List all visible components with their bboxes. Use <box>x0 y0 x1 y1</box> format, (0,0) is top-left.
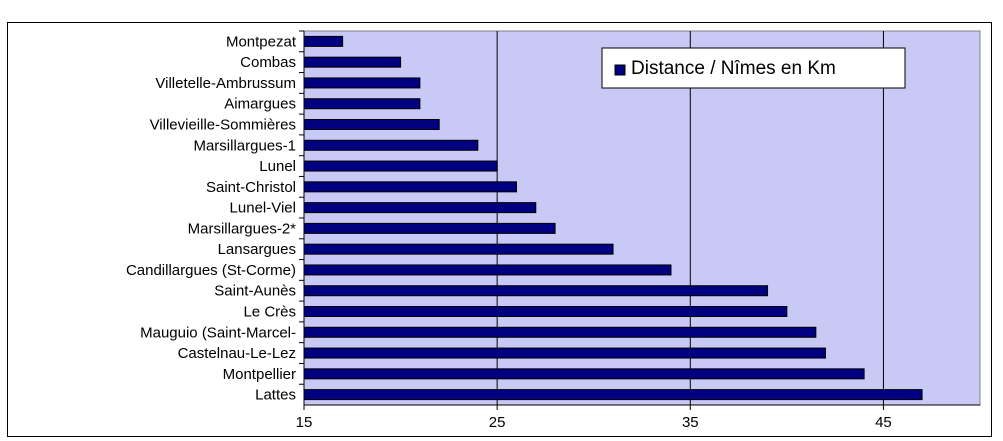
category-label: Lunel-Viel <box>230 200 296 217</box>
category-label: Combas <box>240 54 296 71</box>
bar <box>303 264 672 276</box>
x-tick-label: 45 <box>875 414 892 431</box>
category-label: Saint-Aunès <box>214 283 296 300</box>
legend-box <box>601 47 906 89</box>
x-tick-label: 25 <box>489 414 506 431</box>
category-label: Lattes <box>255 387 296 404</box>
bar-chart: Montpezat Combas Villetelle-Ambrussum Aimar… <box>126 30 981 431</box>
bar <box>303 139 479 151</box>
chart-frame: Montpezat Combas Villetelle-Ambrussum Aimar… <box>7 22 992 437</box>
x-tick-label: 15 <box>296 414 313 431</box>
category-label: Villevieille-Sommières <box>150 117 296 134</box>
bar <box>303 98 421 110</box>
bar <box>303 243 614 255</box>
bar <box>303 77 421 89</box>
bar <box>303 368 865 380</box>
plot-area <box>303 30 981 406</box>
bar <box>303 160 498 172</box>
category-label: Villetelle-Ambrussum <box>155 75 296 92</box>
category-label: Mauguio (Saint-Marcel- <box>140 324 296 341</box>
category-label: Marsillargues-1 <box>193 137 296 154</box>
legend: Distance / Nîmes en Km <box>601 47 906 89</box>
bar <box>303 119 440 130</box>
legend-label: Distance / Nîmes en Km <box>631 58 836 79</box>
bar <box>303 56 402 68</box>
bar <box>303 181 517 193</box>
category-label: Marsillargues-2* <box>188 220 297 237</box>
bar <box>303 306 788 317</box>
category-label: Saint-Christol <box>206 179 296 196</box>
category-label: Lunel <box>259 158 296 175</box>
category-label: Lansargues <box>218 241 296 258</box>
category-label: Montpezat <box>226 33 297 50</box>
bar <box>303 285 769 297</box>
category-label: Montpellier <box>223 366 296 383</box>
category-label: Le Crès <box>243 304 296 321</box>
bar <box>303 222 556 234</box>
bar <box>303 202 537 214</box>
category-label: Candillargues (St-Corme) <box>126 262 296 279</box>
x-tick-label: 35 <box>682 414 699 431</box>
category-label: Castelnau-Le-Lez <box>178 345 296 362</box>
category-label: Aimargues <box>224 96 296 113</box>
bar <box>303 347 826 359</box>
bar <box>303 326 817 338</box>
legend-swatch <box>614 64 626 76</box>
bar <box>303 35 344 47</box>
bar <box>303 389 923 401</box>
